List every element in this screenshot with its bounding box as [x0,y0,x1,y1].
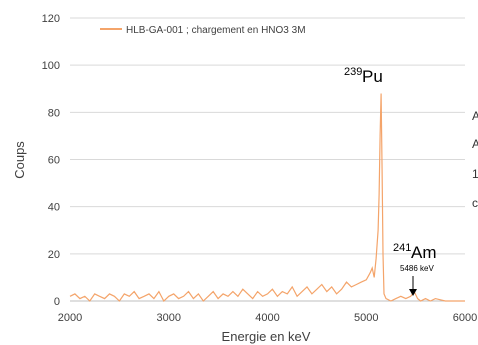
y-tick-label: 120 [42,13,60,25]
x-tick-label: 2000 [58,312,82,324]
pu-annotation: 239 Pu [344,66,383,86]
y-tick-label: 80 [48,107,60,119]
edge-fragment: 1 [472,167,478,181]
pu-mass: 239 [344,66,362,78]
series-line [69,93,465,302]
edge-fragment: A [472,137,478,151]
y-tick-label: 100 [42,60,60,72]
am-annotation: 241 Am 5486 keV [393,242,437,296]
x-tick-label: 5000 [354,312,378,324]
am-mass: 241 [393,242,411,254]
edge-fragment: A [472,109,478,123]
am-element: Am [411,243,437,262]
x-tick-labels: 2000 3000 4000 5000 6000 [58,312,477,324]
y-tick-labels: 0 20 40 60 80 100 120 [42,13,60,308]
am-energy-label: 5486 keV [400,264,434,273]
pu-element: Pu [362,67,383,86]
legend-label: HLB-GA-001 ; chargement en HNO3 3M [126,25,306,36]
y-tick-label: 0 [54,296,60,308]
edge-fragment: c [472,196,478,210]
y-tick-label: 40 [48,202,60,214]
x-axis-title: Energie en keV [222,329,311,344]
gridlines [70,17,465,255]
x-tick-label: 6000 [453,312,477,324]
x-tick-label: 4000 [255,312,279,324]
legend: HLB-GA-001 ; chargement en HNO3 3M [100,25,306,36]
am-arrow-head [409,289,417,296]
x-tick-label: 3000 [157,312,181,324]
y-tick-label: 20 [48,249,60,261]
y-axis-title: Coups [12,141,27,179]
y-tick-label: 60 [48,155,60,167]
